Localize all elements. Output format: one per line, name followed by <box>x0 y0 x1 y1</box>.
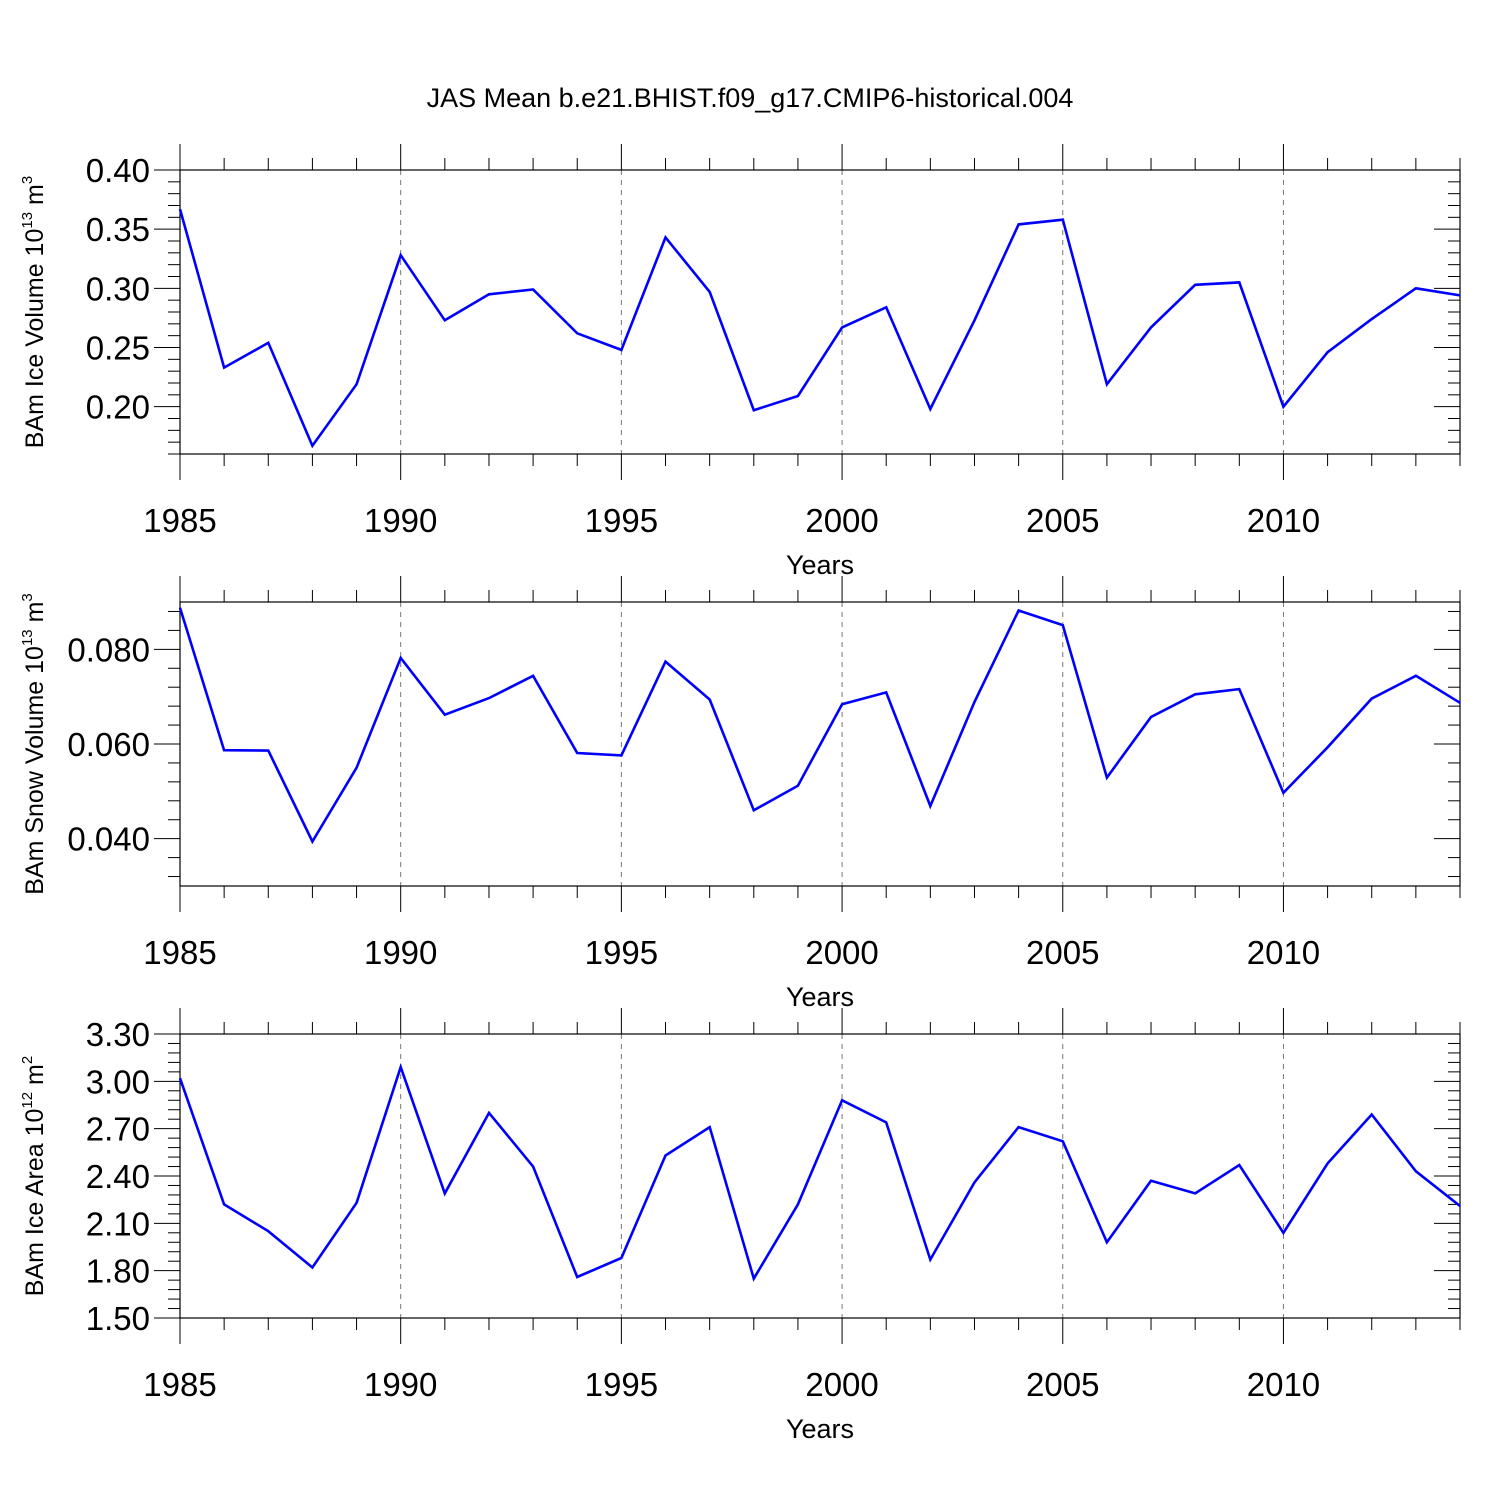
panels: 0.20 0.25 0.30 0.35 0.40 1985 1990 1995 2000 2005… <box>19 144 1461 1444</box>
x-tick-label: 1985 <box>143 934 216 971</box>
x-axis-title: Years <box>786 1414 854 1444</box>
x-tick-label: 1990 <box>364 502 437 539</box>
x-tick-label: 2000 <box>805 502 878 539</box>
x-tick-label: 1985 <box>143 1366 216 1403</box>
y-tick-label: 2.10 <box>86 1205 150 1242</box>
panel-2: 0.040 0.060 0.080 1985 1990 1995 2000 2005 2010 Y… <box>19 576 1461 1012</box>
y-axis-title-unit: m <box>21 184 49 212</box>
x-tick-label: 1985 <box>143 502 216 539</box>
y-axis-title-exponent: 13 <box>19 212 36 229</box>
y-tick-label: 0.060 <box>67 726 150 763</box>
series-line <box>178 1063 1461 1282</box>
x-tick-label: 2010 <box>1247 934 1320 971</box>
x-tick-label: 1995 <box>585 1366 658 1403</box>
y-tick-label: 0.35 <box>86 211 150 248</box>
y-tick-label: 0.25 <box>86 330 150 367</box>
y-axis-title: BAm Snow Volume 1013 m3 <box>19 593 49 895</box>
y-axis-title: BAm Ice Area 1012 m2 <box>19 1056 49 1296</box>
y-tick-label: 3.30 <box>86 1016 150 1053</box>
series-line <box>178 607 1461 845</box>
x-axis-title: Years <box>786 550 854 580</box>
y-axis-title-unit: m <box>21 602 49 630</box>
y-tick-label: 2.40 <box>86 1158 150 1195</box>
x-tick-label: 1995 <box>585 502 658 539</box>
y-tick-label: 0.080 <box>67 631 150 668</box>
y-tick-label: 0.20 <box>86 389 150 426</box>
x-tick-label: 2010 <box>1247 1366 1320 1403</box>
x-tick-label: 2005 <box>1026 1366 1099 1403</box>
y-tick-label: 0.40 <box>86 152 150 189</box>
x-axis-title: Years <box>786 982 854 1012</box>
y-tick-label: 0.30 <box>86 270 150 307</box>
panel-3: 1.50 1.80 2.10 2.40 2.70 3.00 3.30 1985 1990 1995… <box>19 1008 1461 1444</box>
plot-frame <box>179 1033 1461 1319</box>
panel-1: 0.20 0.25 0.30 0.35 0.40 1985 1990 1995 2000 2005… <box>19 144 1461 580</box>
x-tick-label: 2005 <box>1026 934 1099 971</box>
x-tick-label: 2000 <box>805 1366 878 1403</box>
x-tick-label: 1990 <box>364 934 437 971</box>
y-axis-title-main: BAm Ice Area 10 <box>21 1109 49 1297</box>
x-tick-label: 1995 <box>585 934 658 971</box>
y-axis-title-unit: m <box>21 1064 49 1092</box>
y-axis-title-exponent: 12 <box>19 1092 36 1109</box>
y-axis-title: BAm Ice Volume 1013 m3 <box>19 176 49 448</box>
x-tick-label: 2000 <box>805 934 878 971</box>
y-axis-title-unit-exponent: 2 <box>19 1056 36 1064</box>
y-tick-label: 0.040 <box>67 821 150 858</box>
x-tick-label: 2010 <box>1247 502 1320 539</box>
y-tick-label: 3.00 <box>86 1063 150 1100</box>
y-tick-label: 1.50 <box>86 1300 150 1337</box>
series-line <box>178 208 1461 449</box>
y-axis-title-main: BAm Ice Volume 10 <box>21 229 49 449</box>
y-tick-label: 1.80 <box>86 1253 150 1290</box>
y-axis-title-main: BAm Snow Volume 10 <box>21 646 49 895</box>
y-axis-title-exponent: 13 <box>19 629 36 646</box>
y-axis-title-unit-exponent: 3 <box>19 176 36 184</box>
x-tick-label: 1990 <box>364 1366 437 1403</box>
y-tick-label: 2.70 <box>86 1111 150 1148</box>
chart-title: JAS Mean b.e21.BHIST.f09_g17.CMIP6-histo… <box>427 83 1074 113</box>
y-axis-title-unit-exponent: 3 <box>19 593 36 601</box>
plot-frame <box>179 169 1461 455</box>
x-tick-label: 2005 <box>1026 502 1099 539</box>
